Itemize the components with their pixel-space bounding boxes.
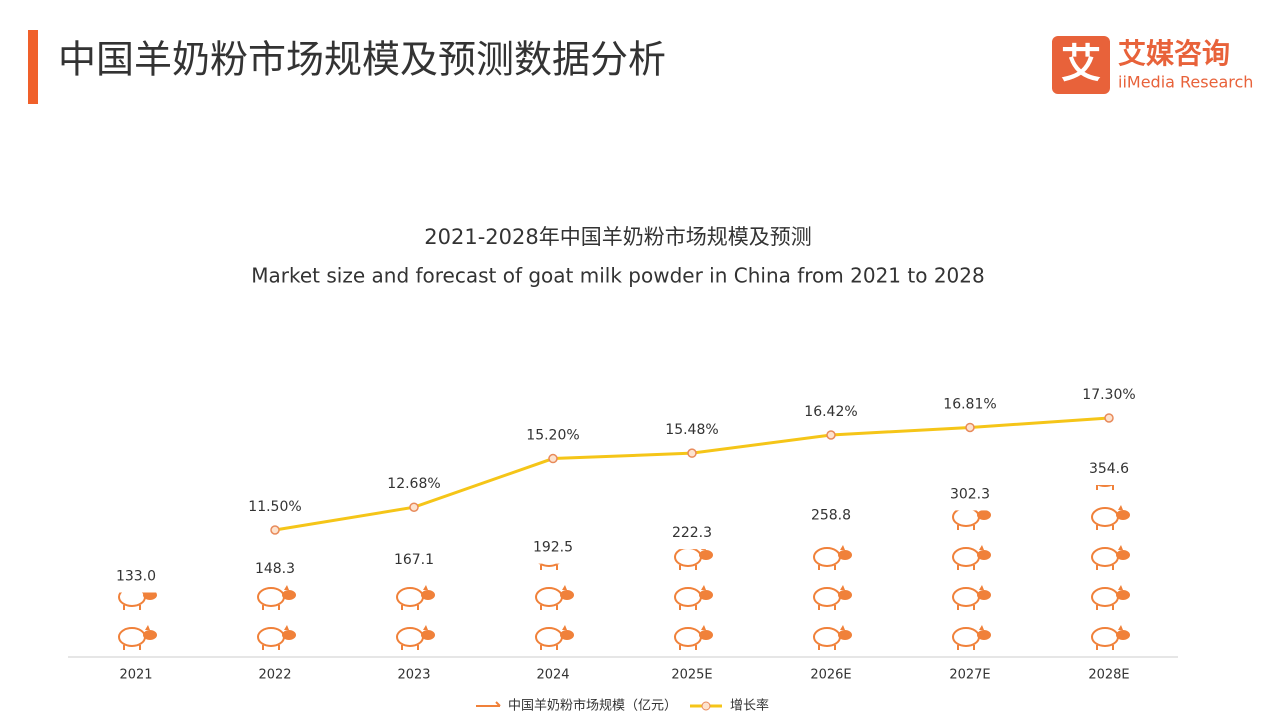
x-tick-label: 2025E (671, 668, 712, 683)
value-label: 16.42% (804, 404, 857, 420)
x-tick-label: 2027E (949, 668, 990, 683)
pictograph-bar (535, 563, 574, 650)
chart-title: 2021-2028年中国羊奶粉市场规模及预测 (424, 225, 811, 249)
value-label: 354.6 (1089, 461, 1129, 477)
line-point (270, 525, 280, 535)
pictograph-bar (257, 585, 296, 650)
page-title: 中国羊奶粉市场规模及预测数据分析 (58, 38, 666, 82)
value-label: 16.81% (943, 396, 996, 412)
line-point (548, 453, 558, 464)
line-point (1104, 413, 1114, 423)
x-tick-label: 2026E (810, 668, 851, 683)
value-label: 17.30% (1082, 387, 1135, 403)
x-tick-label: 2024 (536, 668, 569, 683)
value-label: 302.3 (950, 486, 990, 502)
pictograph-bar (674, 549, 713, 650)
x-tick-label: 2028E (1088, 668, 1129, 683)
pictograph-bar (813, 545, 852, 650)
value-label: 167.1 (394, 552, 434, 568)
value-label: 192.5 (533, 540, 573, 556)
logo-box (1052, 36, 1110, 94)
value-label: 148.3 (255, 561, 295, 577)
value-label: 12.68% (387, 476, 440, 492)
value-label: 222.3 (672, 525, 712, 541)
value-label: 15.48% (665, 422, 718, 438)
line-point (826, 430, 836, 440)
legend-label: 中国羊奶粉市场规模（亿元） (508, 698, 677, 714)
x-tick-label: 2022 (258, 668, 291, 683)
line-point (409, 502, 419, 512)
value-label: 11.50% (248, 499, 301, 515)
pictograph-bar (1091, 485, 1130, 650)
title-accent (28, 30, 38, 104)
x-tick-label: 2021 (119, 668, 152, 683)
logo-mark: 艾 (1061, 41, 1101, 87)
value-label: 133.0 (116, 568, 156, 584)
x-tick-label: 2023 (397, 668, 430, 683)
logo-text: 艾媒咨询 (1118, 37, 1230, 70)
line-point (687, 448, 697, 458)
chart-subtitle: Market size and forecast of goat milk po… (251, 264, 984, 288)
legend-label: 增长率 (730, 698, 769, 714)
logo-sub: iiMedia Research (1118, 73, 1253, 92)
value-label: 258.8 (811, 507, 851, 523)
value-label: 15.20% (526, 428, 579, 444)
legend-icon (476, 701, 501, 707)
pictograph-bar (118, 592, 157, 650)
pictograph-bar (952, 510, 991, 650)
line-point (965, 422, 975, 433)
pictograph-bar (396, 585, 435, 650)
legend-icon (701, 701, 711, 711)
